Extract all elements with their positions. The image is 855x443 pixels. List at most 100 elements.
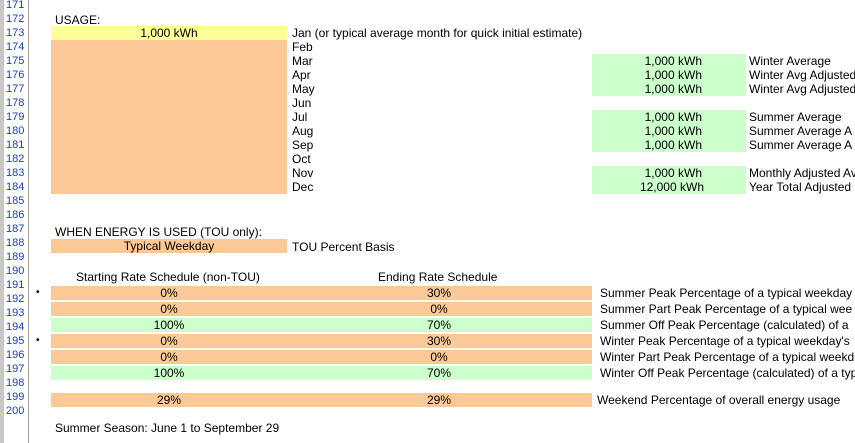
row-number[interactable]: 180 (6, 125, 25, 137)
row-header-column (0, 0, 29, 443)
usage-title: USAGE: (55, 13, 101, 27)
tou-row-label: Winter Peak Percentage of a typical week… (600, 334, 850, 348)
summer-average-adjusted-label-2: Summer Average A (749, 138, 853, 152)
tou-row-label: Summer Part Peak Percentage of a typical… (600, 302, 853, 316)
typical-weekday-select[interactable]: Typical Weekday (51, 239, 287, 253)
tou-end-value[interactable]: 0% (430, 350, 448, 364)
row-number[interactable]: 197 (6, 363, 25, 375)
row-number[interactable]: 185 (6, 195, 25, 207)
row-number[interactable]: 175 (6, 55, 25, 67)
month-label: Aug (292, 124, 314, 138)
tou-row-fill (51, 366, 592, 380)
tou-end-value[interactable]: 70% (426, 366, 452, 380)
weekend-end-value[interactable]: 29% (426, 393, 452, 407)
row-number[interactable]: 171 (6, 0, 25, 11)
tou-start-value[interactable]: 0% (160, 286, 178, 300)
weekend-percentage-label: Weekend Percentage of overall energy usa… (597, 393, 841, 407)
tou-row-label: Winter Off Peak Percentage (calculated) … (600, 366, 855, 380)
summer-average-value: 1,000 kWh (644, 110, 702, 124)
tou-row-fill (51, 286, 592, 300)
row-number[interactable]: 183 (6, 167, 25, 179)
row-number[interactable]: 194 (6, 321, 25, 333)
row-number[interactable]: 196 (6, 349, 25, 361)
tou-start-value[interactable]: 100% (153, 366, 185, 380)
row-number[interactable]: 191 (6, 279, 25, 291)
row-number[interactable]: 178 (6, 97, 25, 109)
row-number[interactable]: 172 (6, 13, 25, 25)
tou-start-value[interactable]: 100% (153, 318, 185, 332)
row-number[interactable]: 200 (6, 405, 25, 417)
winter-avg-adjusted-value-2: 1,000 kWh (644, 82, 702, 96)
month-label: Oct (292, 152, 311, 166)
tou-end-value[interactable]: 0% (430, 302, 448, 316)
row-number[interactable]: 174 (6, 41, 25, 53)
ending-rate-schedule-header: Ending Rate Schedule (378, 270, 498, 284)
row-number[interactable]: 198 (6, 377, 25, 389)
winter-avg-adjusted-label: Winter Avg Adjusted (749, 68, 855, 82)
summer-season-note: Summer Season: June 1 to September 29 (55, 421, 280, 435)
tou-start-value[interactable]: 0% (160, 334, 178, 348)
winter-average-value: 1,000 kWh (644, 54, 702, 68)
row-number[interactable]: 177 (6, 83, 25, 95)
row-number[interactable]: 186 (6, 209, 25, 221)
row-number[interactable]: 192 (6, 293, 25, 305)
row-number[interactable]: 199 (6, 391, 25, 403)
tou-row-fill (51, 334, 592, 348)
tou-percent-basis-label: TOU Percent Basis (292, 240, 395, 254)
month-label: Jul (292, 110, 308, 124)
winter-avg-adjusted-label-2: Winter Avg Adjusted (749, 82, 855, 96)
year-total-adjusted-value: 12,000 kWh (639, 180, 704, 194)
monthly-adjusted-average-label: Monthly Adjusted Av (749, 166, 855, 180)
row-number[interactable]: 176 (6, 69, 25, 81)
jan-usage-input[interactable]: 1,000 kWh (51, 26, 287, 40)
row-number[interactable]: 184 (6, 181, 25, 193)
year-total-adjusted-label: Year Total Adjusted (749, 180, 852, 194)
tou-end-value[interactable]: 30% (426, 286, 452, 300)
month-label: Feb (292, 40, 313, 54)
row-number[interactable]: 193 (6, 307, 25, 319)
tou-row-fill (51, 318, 592, 332)
row-number[interactable]: 182 (6, 153, 25, 165)
tou-title: WHEN ENERGY IS USED (TOU only): (55, 225, 262, 239)
row-191-bullet: • (36, 287, 40, 298)
winter-values-block (592, 54, 746, 96)
totals-values-block (592, 166, 746, 194)
weekend-row-fill (51, 393, 592, 407)
starting-rate-schedule-header: Starting Rate Schedule (non-TOU) (76, 270, 260, 284)
tou-end-value[interactable]: 70% (426, 318, 452, 332)
tou-row-fill (51, 350, 592, 364)
month-label: Jun (292, 96, 312, 110)
tou-row-fill (51, 302, 592, 316)
tou-start-value[interactable]: 0% (160, 302, 178, 316)
row-number[interactable]: 179 (6, 111, 25, 123)
month-label: Mar (292, 54, 313, 68)
month-label: Sep (292, 138, 314, 152)
row-number[interactable]: 190 (6, 265, 25, 277)
monthly-adjusted-average-value: 1,000 kWh (644, 166, 702, 180)
month-label: May (292, 82, 315, 96)
tou-start-value[interactable]: 0% (160, 350, 178, 364)
row-number[interactable]: 188 (6, 237, 25, 249)
row-number[interactable]: 181 (6, 139, 25, 151)
summer-values-block (592, 110, 746, 152)
tou-row-label: Summer Peak Percentage of a typical week… (600, 286, 853, 300)
row-number[interactable]: 187 (6, 223, 25, 235)
row-number[interactable]: 189 (6, 251, 25, 263)
month-label: Apr (292, 68, 311, 82)
month-label: Dec (292, 180, 314, 194)
tou-end-value[interactable]: 30% (426, 334, 452, 348)
monthly-usage-input-block[interactable] (51, 40, 287, 194)
tou-row-label: Summer Off Peak Percentage (calculated) … (600, 318, 849, 332)
row-number[interactable]: 195 (6, 335, 25, 347)
winter-average-label: Winter Average (749, 54, 831, 68)
weekend-start-value[interactable]: 29% (156, 393, 182, 407)
row-194-bullet: • (36, 335, 40, 346)
sheet-left-strip (0, 0, 4, 443)
month-label: Nov (292, 166, 314, 180)
row-number[interactable]: 173 (6, 27, 25, 39)
summer-average-adjusted-value: 1,000 kWh (644, 124, 702, 138)
month-label: Jan (or typical average month for quick … (292, 26, 583, 40)
winter-avg-adjusted-value: 1,000 kWh (644, 68, 702, 82)
tou-row-label: Winter Part Peak Percentage of a typical… (600, 350, 855, 364)
summer-average-adjusted-value-2: 1,000 kWh (644, 138, 702, 152)
